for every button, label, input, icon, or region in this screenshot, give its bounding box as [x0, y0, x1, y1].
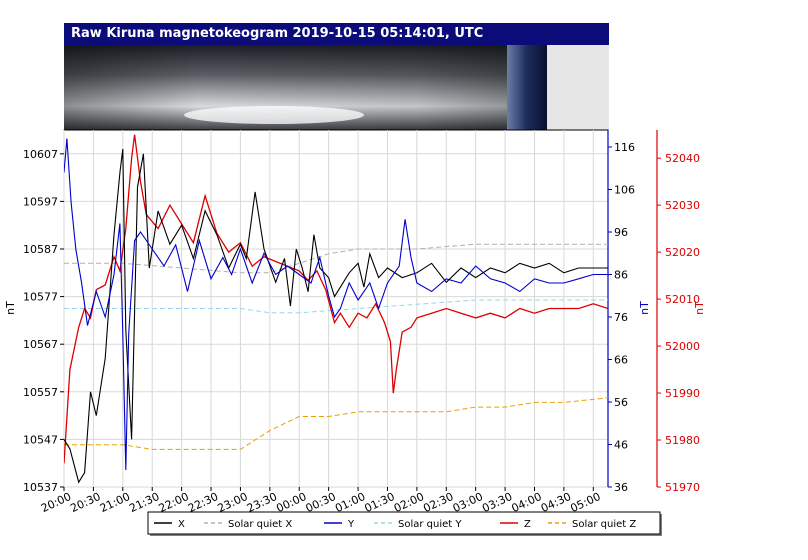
x-tick-label: 05:00	[568, 490, 602, 515]
z-right-tick-label: 51990	[665, 387, 700, 400]
legend-label-x: X	[178, 519, 185, 530]
z-right-tick-label: 52010	[665, 293, 700, 306]
legend-label-y: Y	[347, 519, 355, 530]
series-x	[64, 148, 608, 484]
series-solar-quiet-x	[64, 243, 608, 274]
series-z	[64, 134, 608, 464]
y-right-axis-label: nT	[638, 301, 651, 315]
z-right-tick-label: 52020	[665, 246, 700, 259]
z-right-tick-label: 51980	[665, 434, 700, 447]
legend-label-z: Z	[524, 519, 531, 530]
series-solar-quiet-z	[64, 397, 608, 450]
y-left-tick-label: 10557	[23, 386, 58, 399]
y-left-tick-label: 10567	[23, 338, 58, 351]
y-right-tick-label: 106	[614, 184, 635, 197]
keogram-image	[64, 45, 609, 130]
y-right-tick-label: 86	[614, 269, 628, 282]
y-left-tick-label: 10597	[23, 195, 58, 208]
chart-title: Raw Kiruna magnetokeogram 2019-10-15 05:…	[64, 23, 609, 45]
legend-label-solar-quiet-z: Solar quiet Z	[572, 519, 636, 530]
legend-label-solar-quiet-x: Solar quiet X	[228, 519, 292, 530]
legend-label-solar-quiet-y: Solar quiet Y	[398, 519, 462, 530]
y-right-tick-label: 116	[614, 141, 635, 154]
y-right-tick-label: 66	[614, 354, 628, 367]
z-right-tick-label: 51970	[665, 481, 700, 494]
y-left-tick-label: 10607	[23, 148, 58, 161]
y-right-tick-label: 76	[614, 311, 628, 324]
y-right-tick-label: 96	[614, 226, 628, 239]
z-right-tick-label: 52000	[665, 340, 700, 353]
series-y	[64, 138, 608, 471]
legend-box	[147, 511, 661, 535]
y-left-tick-label: 10577	[23, 291, 58, 304]
z-right-tick-label: 52030	[665, 199, 700, 212]
y-left-tick-label: 10587	[23, 243, 58, 256]
series-solar-quiet-y	[64, 299, 608, 314]
z-right-tick-label: 52040	[665, 152, 700, 165]
y-left-tick-label: 10537	[23, 481, 58, 494]
z-right-axis-label: nT	[693, 301, 706, 315]
y-right-tick-label: 36	[614, 481, 628, 494]
keogram-strip	[64, 45, 609, 130]
y-right-tick-label: 46	[614, 439, 628, 452]
y-left-tick-label: 10547	[23, 433, 58, 446]
y-left-axis-label: nT	[4, 301, 17, 315]
y-right-tick-label: 56	[614, 396, 628, 409]
